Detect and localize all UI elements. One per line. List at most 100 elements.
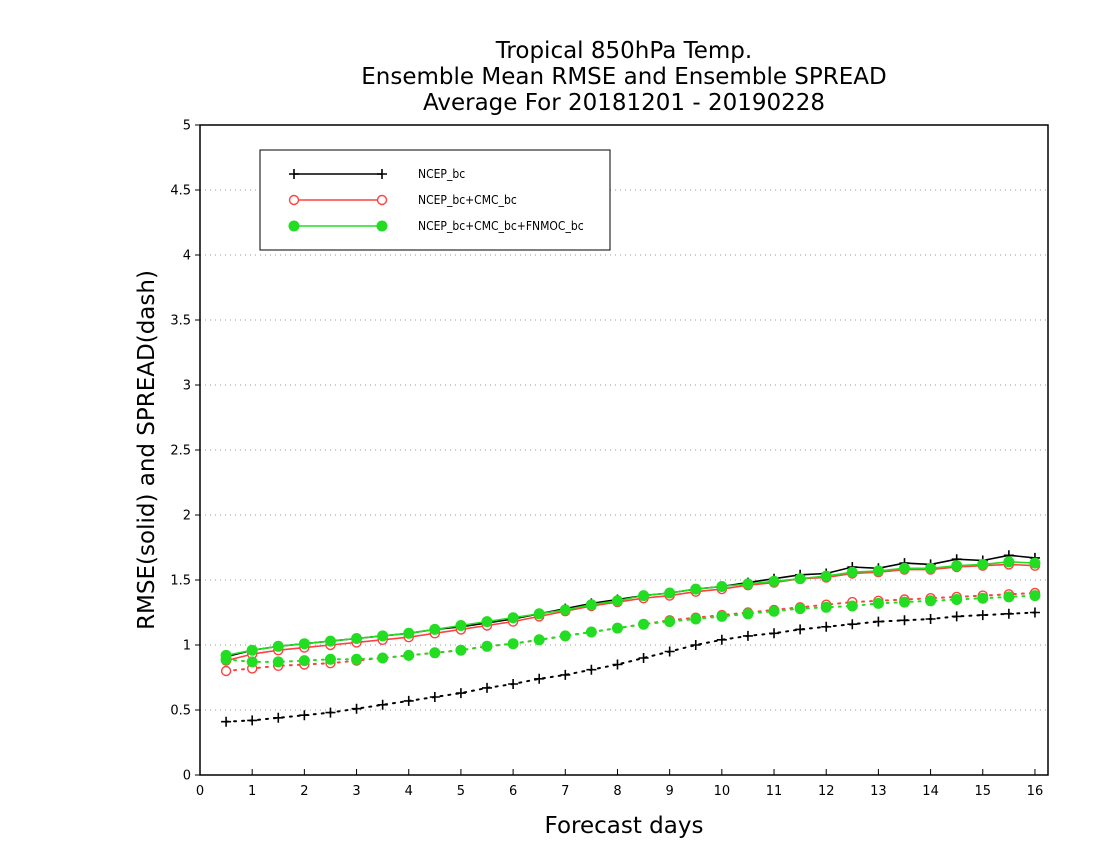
data-point-marker xyxy=(716,634,727,645)
x-tick-label: 14 xyxy=(922,784,939,799)
data-point-marker xyxy=(795,624,806,635)
y-tick-label: 0.5 xyxy=(170,704,191,719)
data-point-marker xyxy=(664,587,676,599)
data-point-marker xyxy=(289,169,299,179)
x-axis-label: Forecast days xyxy=(545,813,704,839)
chart-title-line-2: Ensemble Mean RMSE and Ensemble SPREAD xyxy=(361,64,886,90)
x-axis-ticks: 0 1 2 3 4 5 6 7 8 9 10 11 12 13 14 15 16 xyxy=(196,769,1043,799)
data-point-marker xyxy=(507,612,519,624)
data-point-marker xyxy=(611,595,623,607)
data-point-marker xyxy=(664,616,676,628)
data-point-marker xyxy=(821,621,832,632)
data-point-marker xyxy=(690,640,701,650)
x-tick-label: 6 xyxy=(509,784,517,799)
data-point-marker xyxy=(429,692,440,702)
data-point-marker xyxy=(507,638,519,650)
data-point-marker xyxy=(690,613,702,625)
x-tick-label: 15 xyxy=(974,784,991,799)
data-point-marker xyxy=(794,573,806,585)
data-point-marker xyxy=(273,712,284,723)
data-point-marker xyxy=(377,169,387,179)
data-point-marker xyxy=(533,634,545,646)
data-point-marker xyxy=(977,610,988,621)
data-point-marker xyxy=(298,655,310,667)
data-point-marker xyxy=(325,707,336,718)
y-tick-label: 1.5 xyxy=(170,574,191,589)
data-point-marker xyxy=(638,618,650,630)
data-point-marker xyxy=(585,599,597,611)
data-point-marker xyxy=(533,608,545,620)
x-tick-label: 7 xyxy=(561,784,569,799)
data-point-marker xyxy=(455,688,466,699)
x-tick-label: 11 xyxy=(766,784,783,799)
data-point-marker xyxy=(951,611,962,622)
data-point-marker xyxy=(846,566,858,578)
data-point-marker xyxy=(508,679,519,689)
data-point-marker xyxy=(351,633,363,644)
data-point-marker xyxy=(247,715,258,726)
x-tick-label: 8 xyxy=(613,784,621,799)
x-tick-label: 9 xyxy=(666,784,674,799)
series-layer xyxy=(220,550,1041,727)
data-point-marker xyxy=(742,608,754,620)
data-point-marker xyxy=(716,610,728,622)
data-point-marker xyxy=(925,595,937,607)
x-tick-label: 10 xyxy=(714,784,731,799)
data-point-marker xyxy=(351,703,362,714)
data-point-marker xyxy=(977,592,989,604)
data-point-marker xyxy=(288,194,300,206)
y-tick-label: 3 xyxy=(183,379,191,394)
data-point-marker xyxy=(716,581,728,592)
data-point-marker xyxy=(299,710,310,721)
legend: NCEP_bc NCEP_bc+CMC_bc NCEP_bc+CMC_bc+FNMO… xyxy=(259,149,611,251)
data-point-marker xyxy=(455,620,467,631)
data-point-marker xyxy=(586,664,597,675)
data-point-marker xyxy=(481,616,493,628)
chart-title-line-3: Average For 20181201 - 20190228 xyxy=(423,90,825,116)
data-point-marker xyxy=(898,596,910,608)
x-tick-label: 13 xyxy=(870,784,887,799)
data-point-marker xyxy=(429,647,441,659)
data-point-marker xyxy=(377,699,388,710)
data-point-marker xyxy=(977,558,989,570)
data-point-marker xyxy=(872,565,884,577)
data-point-marker xyxy=(272,656,284,668)
data-point-marker xyxy=(612,659,623,670)
y-tick-label: 2 xyxy=(183,509,191,524)
y-tick-label: 4.5 xyxy=(170,184,191,199)
data-point-marker xyxy=(377,652,389,664)
y-axis-label: RMSE(solid) and SPREAD(dash) xyxy=(134,270,160,630)
data-point-marker xyxy=(873,616,884,627)
data-point-marker xyxy=(1029,557,1041,569)
data-point-marker xyxy=(794,603,806,615)
data-point-marker xyxy=(585,626,597,638)
data-point-marker xyxy=(820,570,832,582)
data-point-marker xyxy=(820,601,832,613)
data-point-marker xyxy=(1029,590,1041,602)
x-tick-label: 16 xyxy=(1027,784,1044,799)
data-point-marker xyxy=(403,649,415,661)
data-point-marker xyxy=(429,623,441,635)
data-point-marker xyxy=(846,600,858,612)
data-point-marker xyxy=(403,695,414,706)
data-point-marker xyxy=(288,220,300,232)
data-point-marker xyxy=(403,627,415,639)
data-point-marker xyxy=(847,619,858,630)
x-tick-label: 4 xyxy=(405,784,413,799)
series-ncep-bc-cmc-bc-fnmoc-bc xyxy=(220,556,1041,668)
data-point-marker xyxy=(482,682,493,693)
y-tick-label: 2.5 xyxy=(170,444,191,459)
data-point-marker xyxy=(324,635,336,647)
data-point-marker xyxy=(638,653,649,663)
x-tick-label: 0 xyxy=(196,784,204,799)
data-point-marker xyxy=(1029,607,1040,618)
data-point-marker xyxy=(272,640,284,652)
data-point-marker xyxy=(768,605,780,617)
data-point-marker xyxy=(611,622,623,634)
data-point-marker xyxy=(534,673,545,684)
y-tick-label: 3.5 xyxy=(170,314,191,329)
data-point-marker xyxy=(1003,591,1015,603)
x-tick-label: 2 xyxy=(300,784,308,799)
data-point-marker xyxy=(220,665,232,677)
y-tick-label: 5 xyxy=(183,119,191,134)
